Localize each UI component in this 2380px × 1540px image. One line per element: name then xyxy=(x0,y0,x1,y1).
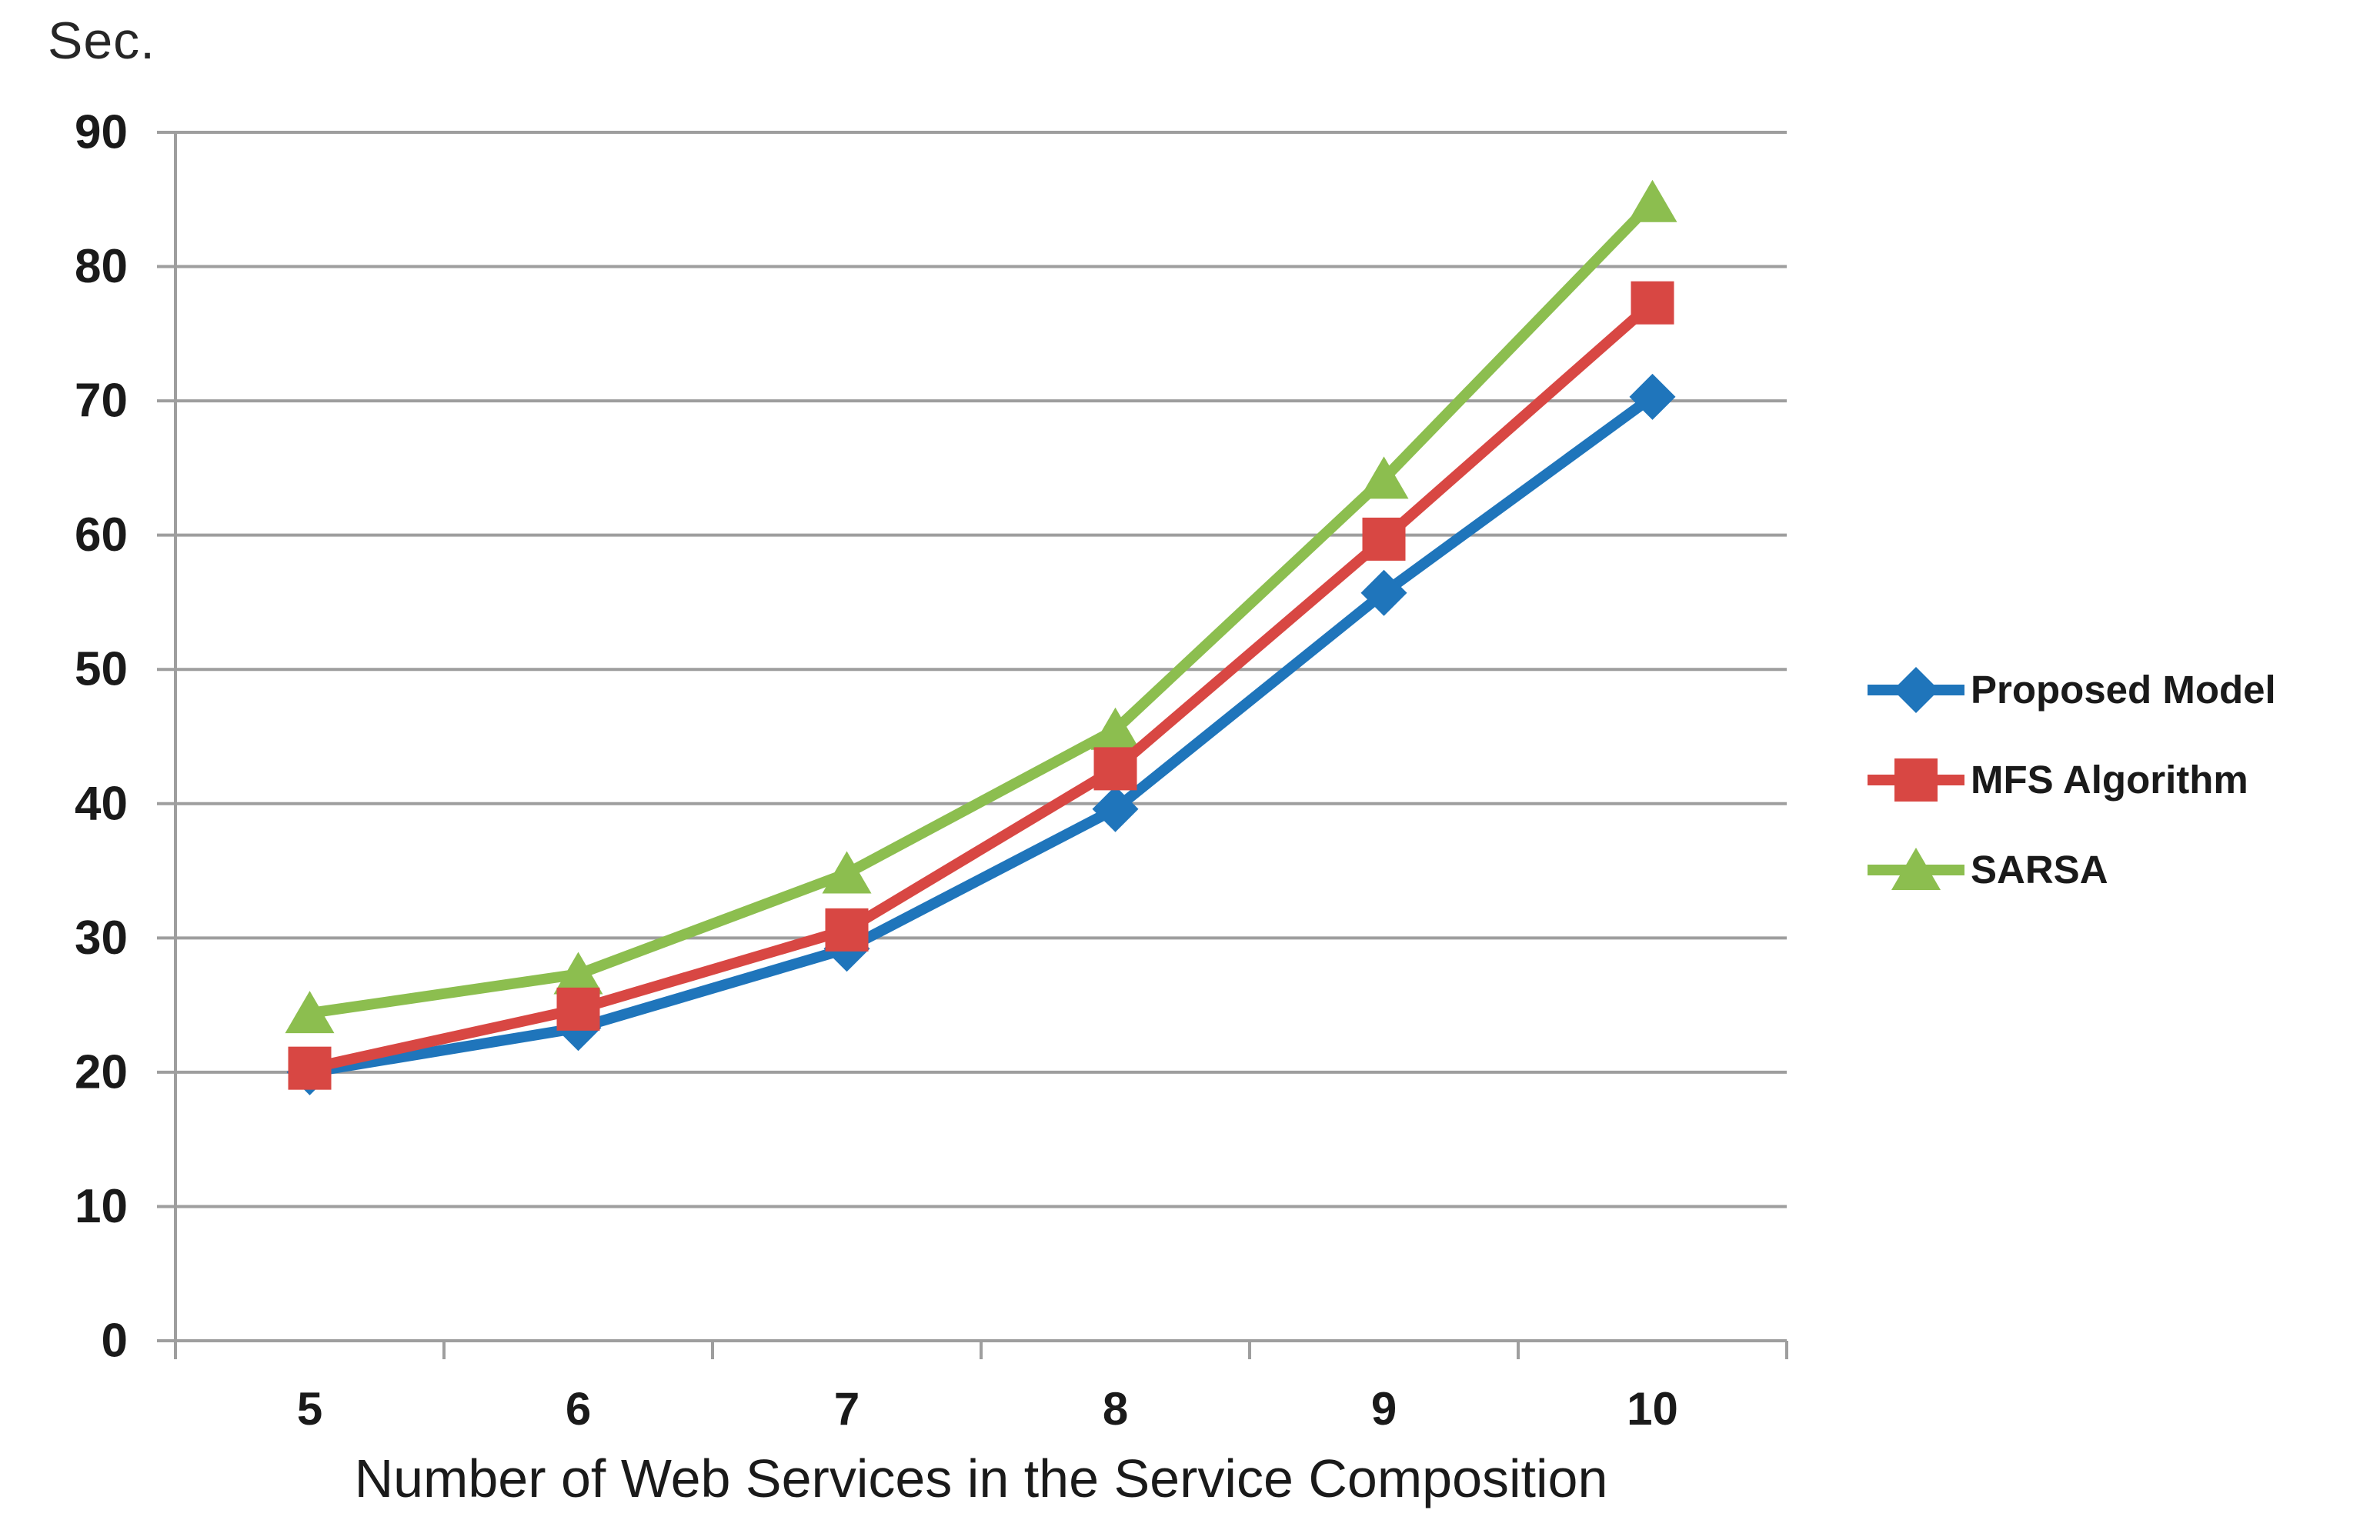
legend-label: MFS Algorithm xyxy=(1971,758,2248,802)
legend-marker xyxy=(1893,666,1939,713)
legend-label: SARSA xyxy=(1971,848,2108,892)
data-point-marker xyxy=(556,987,600,1031)
y-axis-tick-label: 70 xyxy=(75,375,128,428)
triangle-legend-marker-icon xyxy=(1868,847,1964,890)
data-point-marker xyxy=(1093,747,1137,791)
data-point-marker xyxy=(553,952,603,995)
x-axis-tick-label: 9 xyxy=(1371,1383,1397,1435)
series-line xyxy=(309,392,1656,1078)
legend-item-sarsa: SARSA xyxy=(1868,825,2276,915)
series-line xyxy=(308,298,1657,1074)
legend: Proposed Model MFS Algorithm SARSA xyxy=(1868,645,2276,915)
legend-marker xyxy=(1891,847,1941,890)
y-axis-tick-label: 30 xyxy=(75,912,128,965)
x-axis-tick-label: 8 xyxy=(1103,1383,1128,1435)
x-axis-title: Number of Web Services in the Service Co… xyxy=(354,1448,1608,1508)
data-point-marker xyxy=(1092,785,1139,832)
data-point-marker xyxy=(1631,281,1674,325)
data-point-marker xyxy=(1362,517,1406,561)
legend-label: Proposed Model xyxy=(1971,668,2276,712)
data-point-marker xyxy=(1629,373,1676,420)
x-axis-tick-label: 10 xyxy=(1627,1383,1678,1435)
x-axis-tick-label: 6 xyxy=(566,1383,591,1435)
y-axis-tick-label: 20 xyxy=(75,1045,128,1098)
data-point-marker xyxy=(285,991,335,1034)
legend-marker xyxy=(1894,758,1938,802)
y-axis-unit-label: Sec. xyxy=(48,12,156,70)
square-legend-marker-icon xyxy=(1868,758,1964,802)
x-axis-tick-label: 7 xyxy=(834,1383,860,1435)
data-point-marker xyxy=(822,851,872,894)
y-axis-tick-label: 50 xyxy=(75,643,128,696)
series-sarsa xyxy=(285,179,1677,1034)
series-line xyxy=(309,198,1657,1019)
y-axis-tick-label: 80 xyxy=(75,240,128,293)
y-axis-tick-label: 0 xyxy=(102,1315,128,1368)
data-point-marker xyxy=(1360,569,1407,616)
x-axis-tick-label: 5 xyxy=(297,1383,322,1435)
series-mfs-algorithm xyxy=(288,281,1674,1090)
data-point-marker xyxy=(1627,179,1677,222)
data-point-marker xyxy=(288,1046,332,1090)
data-point-marker xyxy=(1090,707,1140,750)
data-point-marker xyxy=(1359,456,1409,499)
data-point-marker xyxy=(825,908,869,952)
y-axis-tick-label: 90 xyxy=(75,106,128,159)
y-axis-tick-label: 60 xyxy=(75,508,128,562)
legend-item-proposed-model: Proposed Model xyxy=(1868,645,2276,735)
y-axis-tick-label: 10 xyxy=(75,1180,128,1233)
diamond-legend-marker-icon xyxy=(1868,666,1964,713)
legend-item-mfs-algorithm: MFS Algorithm xyxy=(1868,735,2276,825)
y-axis-tick-label: 40 xyxy=(75,777,128,830)
